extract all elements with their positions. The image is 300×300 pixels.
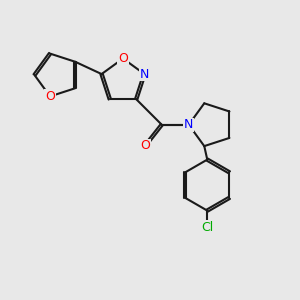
Text: N: N (184, 118, 194, 131)
Text: O: O (45, 90, 55, 103)
Text: O: O (118, 52, 128, 65)
Text: Cl: Cl (201, 220, 213, 234)
Text: O: O (140, 139, 150, 152)
Text: N: N (140, 68, 149, 80)
